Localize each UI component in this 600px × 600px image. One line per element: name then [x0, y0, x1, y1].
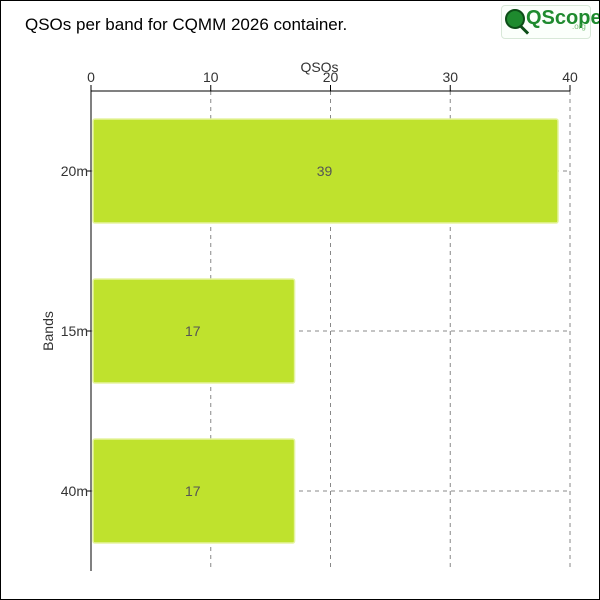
data-label: 39	[317, 163, 333, 179]
logo-suffix: .org	[572, 22, 586, 31]
x-tick-label: 0	[87, 69, 95, 85]
bar-40m	[92, 438, 296, 544]
bar-15m	[92, 278, 296, 384]
y-tick-label: 40m	[61, 483, 88, 499]
data-label: 17	[185, 483, 201, 499]
bars-group: 39 17 17	[92, 118, 559, 544]
x-tick-label: 10	[203, 69, 219, 85]
y-tick-label: 15m	[61, 323, 88, 339]
logo-name: QScope	[526, 7, 600, 29]
y-tick-label: 20m	[61, 163, 88, 179]
axes-group: 0 10 20 30 40 QSOs 20m 15m 40m Bands	[40, 59, 578, 571]
y-axis-label: Bands	[40, 311, 56, 351]
qscope-logo[interactable]: QScope .org	[501, 5, 599, 39]
magnifier-q-icon	[505, 9, 525, 29]
data-label: 17	[185, 323, 201, 339]
bar-20m	[92, 118, 559, 224]
x-axis-label: QSOs	[300, 59, 338, 75]
chart-title: QSOs per band for CQMM 2026 container.	[25, 15, 348, 34]
x-tick-label: 40	[562, 69, 578, 85]
x-tick-label: 30	[442, 69, 458, 85]
x-tick-label: 20	[323, 69, 339, 85]
